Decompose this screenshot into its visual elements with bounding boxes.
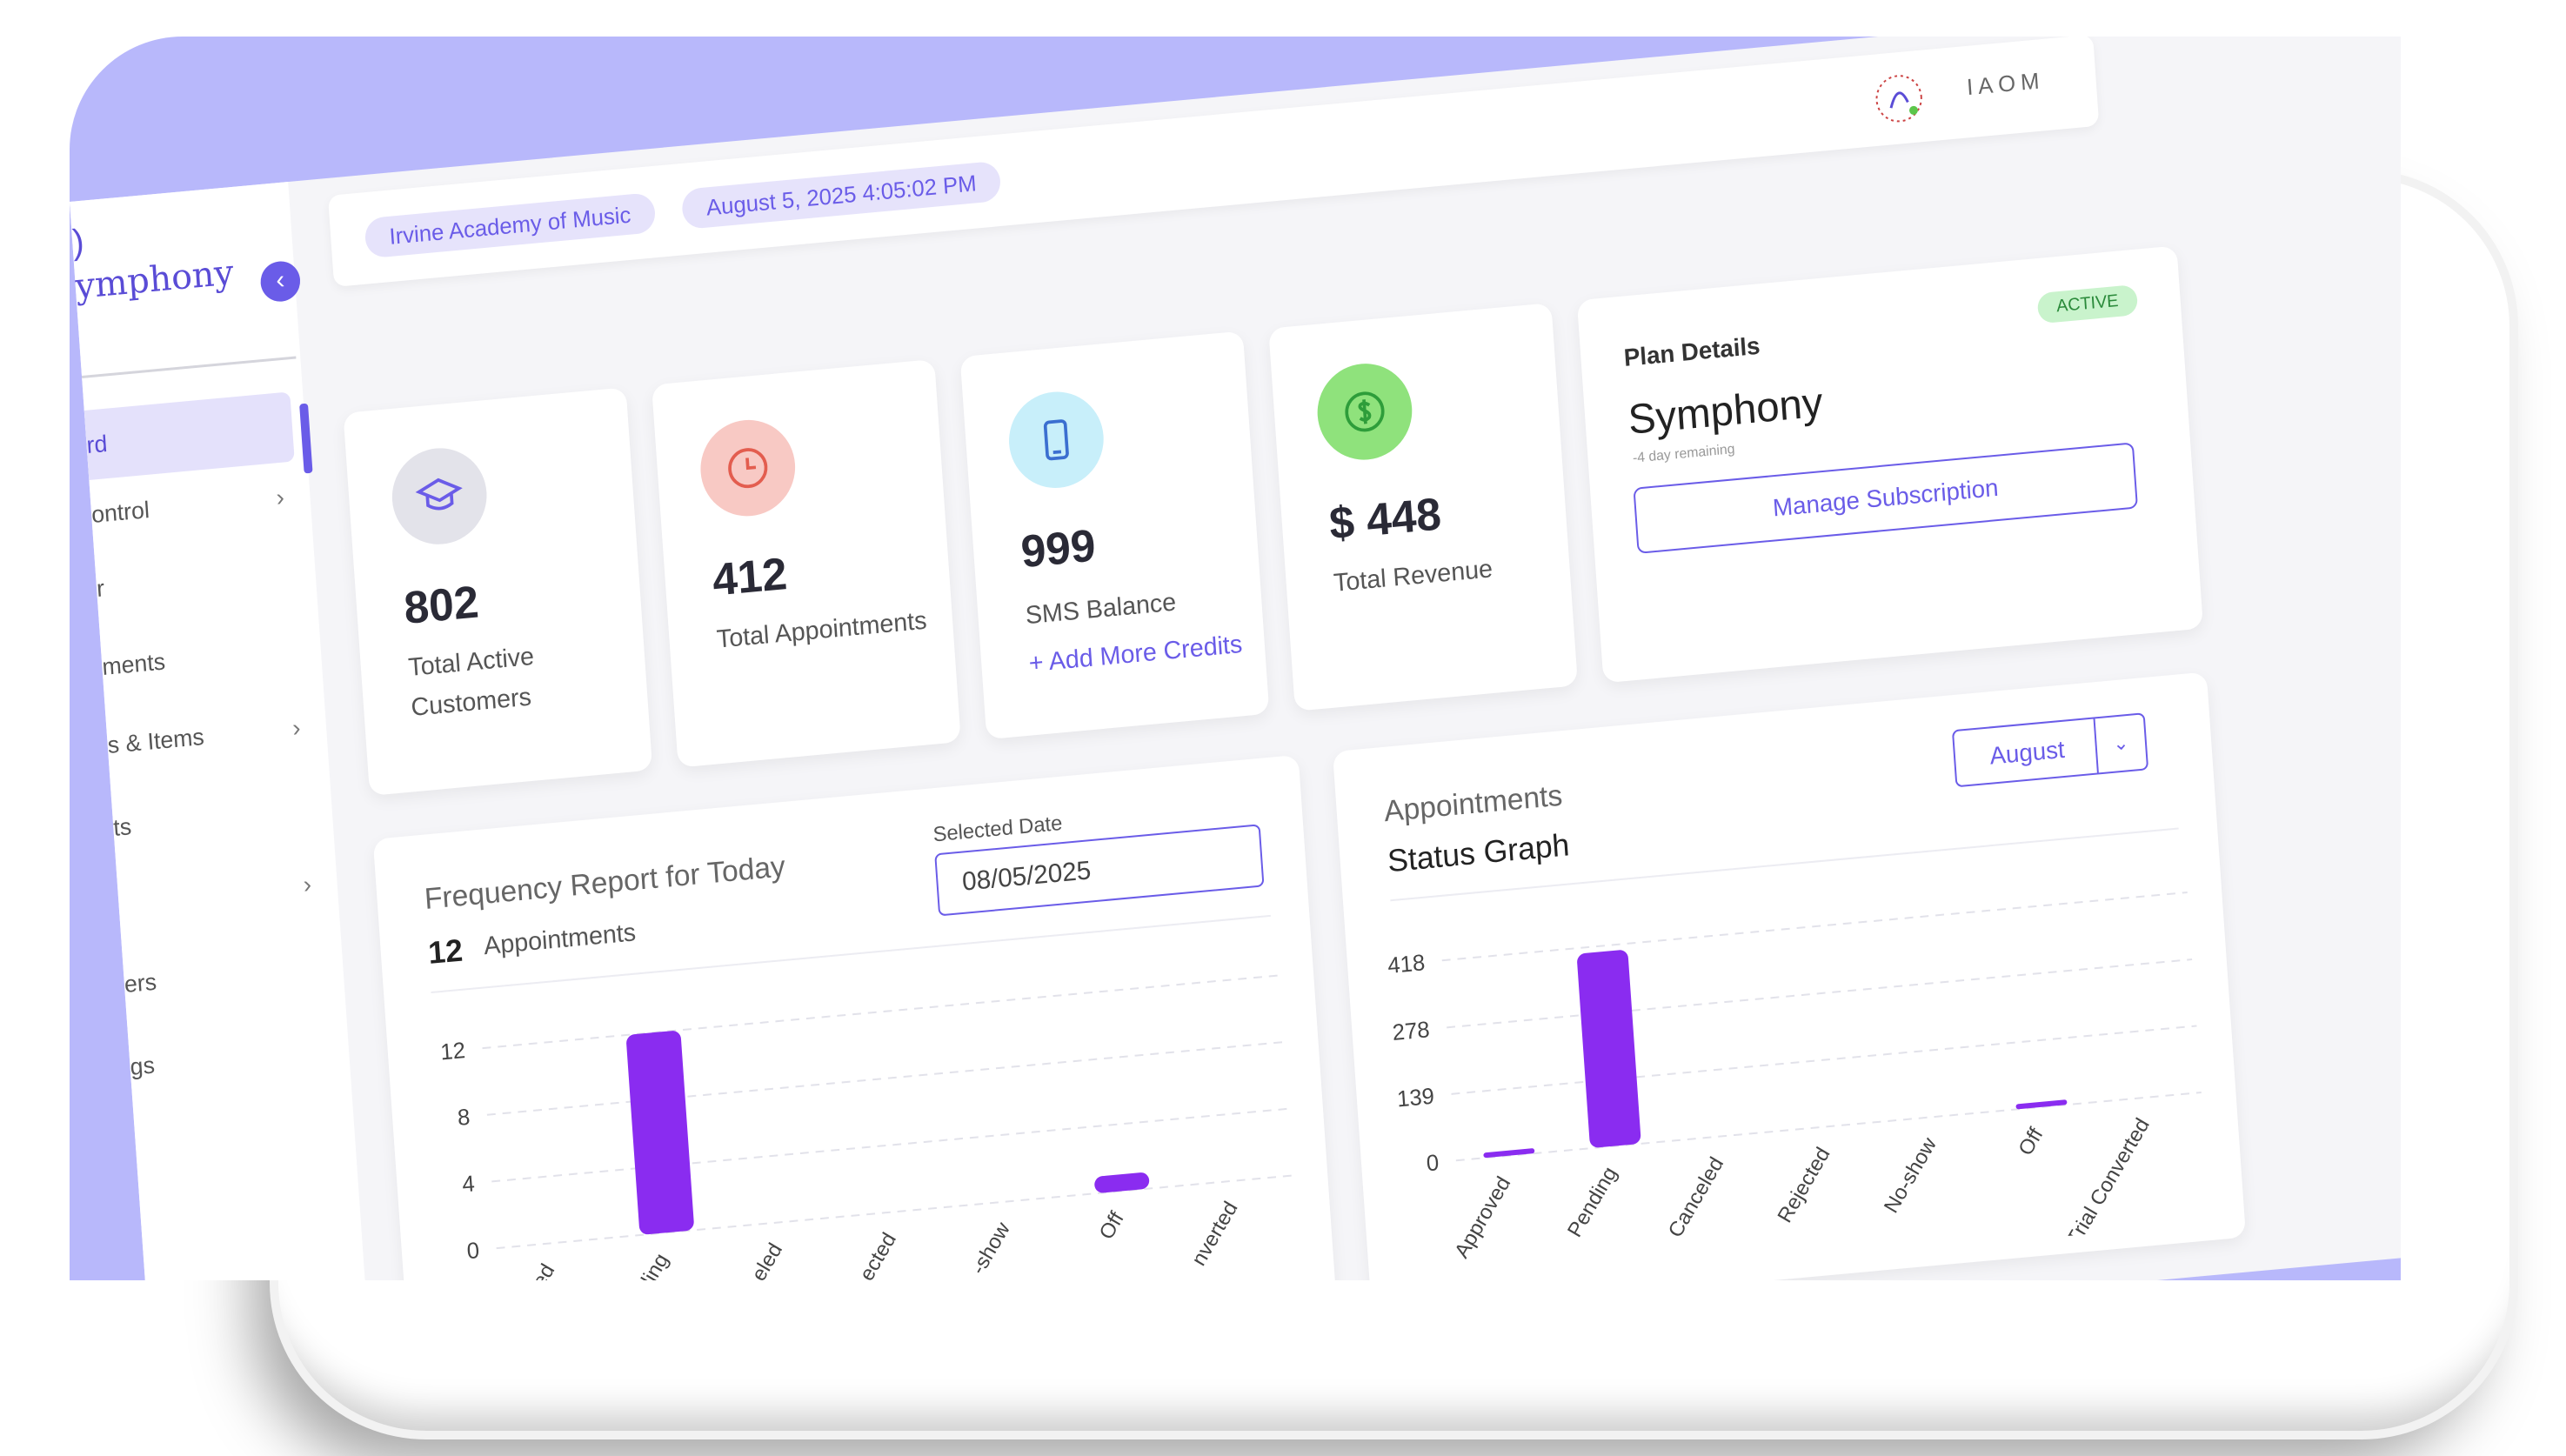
chevron-right-icon: › — [302, 870, 313, 898]
y-tick-label: 4 — [461, 1172, 475, 1197]
sidebar-item-7[interactable]: ers — [122, 931, 332, 1019]
frequency-report-card: Frequency Report for Today 12 Appointmen… — [372, 754, 1339, 1280]
status-graph-subtitle: Status Graph — [1386, 826, 1571, 879]
appointments-title: Appointments — [1382, 778, 1564, 829]
gridline — [1441, 892, 2188, 962]
status-chart: 0 139 278 418 Approved Pending Canceled Rejecte… — [1387, 892, 2202, 1262]
chart-bar[interactable] — [625, 1030, 694, 1235]
appointment-count-label: Appointments — [483, 918, 638, 961]
academy-logo-icon — [1875, 75, 1922, 123]
logo-text: IAOM — [1966, 67, 2046, 101]
sidebar-item-2[interactable]: r — [94, 535, 304, 624]
y-tick-label: 0 — [466, 1239, 480, 1264]
brand-mark: ) — [70, 222, 85, 262]
y-tick-label: 8 — [457, 1105, 471, 1130]
chevron-right-icon: › — [275, 483, 285, 511]
gridline — [1455, 1092, 2202, 1162]
x-tick-label: ected — [855, 1229, 901, 1280]
clock-icon — [697, 416, 799, 521]
y-tick-label: 139 — [1396, 1085, 1435, 1112]
plan-title: Plan Details — [1622, 331, 1761, 371]
phone-icon — [1006, 387, 1107, 492]
stat-card-appointments: 412 Total Appointments — [652, 358, 961, 768]
x-tick-label: Off — [1095, 1207, 1129, 1243]
x-tick-label: Trial Converted — [2062, 1114, 2155, 1250]
x-tick-label: Off — [2014, 1124, 2048, 1159]
chart-bar[interactable] — [1483, 1148, 1535, 1159]
x-tick-label: No-show — [1880, 1133, 1941, 1218]
selected-date-label: Selected Date — [932, 811, 1064, 847]
sidebar-item-label: s & Items — [106, 723, 205, 758]
top-bar: Irvine Academy of Music August 5, 2025 4… — [327, 37, 2100, 287]
frequency-title: Frequency Report for Today — [423, 850, 786, 917]
gridline — [486, 1041, 1285, 1116]
sidebar-item-4[interactable]: s & Items › — [105, 691, 316, 780]
x-tick-label: nverted — [1187, 1198, 1243, 1270]
sidebar-item-label: ontrol — [90, 496, 150, 528]
chart-bar[interactable] — [1576, 949, 1641, 1148]
sidebar-item-label: rd — [85, 430, 109, 458]
main-content: Irvine Academy of Music August 5, 2025 4… — [292, 37, 2401, 1280]
frequency-chart: 0 4 8 12 ed ding eled ected -show Off nverted — [439, 974, 1293, 1280]
brand-name: ymphony — [74, 252, 236, 307]
month-select[interactable]: August ⌄ — [1951, 712, 2149, 788]
school-chip[interactable]: Irvine Academy of Music — [364, 191, 657, 259]
x-tick-label: Pending — [1563, 1163, 1622, 1241]
month-select-value: August — [1988, 735, 2066, 770]
collapse-sidebar-button[interactable]: ‹ — [259, 259, 302, 304]
dashboard-app: ) ymphony ‹ rd ontrol › r ments s & Items › ts ›… — [70, 37, 2401, 1280]
chevron-right-icon: › — [291, 713, 302, 742]
sidebar-item-3[interactable]: ments — [100, 613, 311, 702]
gridline — [491, 1107, 1289, 1183]
sidebar-item-label: gs — [129, 1052, 156, 1080]
gridline — [1451, 1025, 2197, 1095]
stat-card-revenue: $ 448 Total Revenue — [1268, 303, 1579, 711]
gridline — [496, 1174, 1293, 1250]
sidebar-item-8[interactable]: gs — [128, 1013, 338, 1102]
plan-remaining: -4 day remaining — [1632, 441, 1736, 466]
stat-label: Total Revenue — [1333, 555, 1493, 598]
stat-label: Total Appointments — [715, 606, 928, 654]
sidebar-item-label: ments — [101, 648, 166, 680]
datetime-chip: August 5, 2025 4:05:02 PM — [680, 160, 1002, 230]
stat-label: Total Active Customers — [407, 642, 536, 723]
x-tick-label: eled — [747, 1239, 787, 1280]
y-tick-label: 12 — [439, 1039, 465, 1065]
y-tick-label: 418 — [1387, 951, 1426, 978]
gridline — [1447, 958, 2193, 1029]
x-tick-label: Canceled — [1664, 1153, 1728, 1242]
plan-name: Symphony — [1627, 379, 1825, 444]
appointment-count: 12 — [426, 932, 464, 972]
x-tick-label: -show — [966, 1218, 1015, 1279]
plan-details-card: Plan Details ACTIVE Symphony -4 day rema… — [1576, 245, 2204, 684]
y-tick-label: 278 — [1392, 1018, 1431, 1045]
sidebar-item-5[interactable]: ts — [111, 774, 322, 863]
chart-bar[interactable] — [1094, 1172, 1150, 1193]
app-scene: ) ymphony ‹ rd ontrol › r ments s & Items › ts ›… — [70, 37, 2401, 1280]
chart-bar[interactable] — [2015, 1099, 2068, 1110]
sidebar-item-label: ts — [112, 813, 133, 841]
sidebar-item-label: r — [96, 575, 106, 602]
stat-card-customers: 802 Total Active Customers — [343, 387, 653, 796]
graduation-cap-icon — [389, 444, 491, 549]
stat-value: 412 — [711, 548, 789, 606]
stat-value: $ 448 — [1327, 489, 1443, 550]
y-tick-label: 0 — [1426, 1151, 1440, 1176]
sidebar-item-6[interactable]: › — [117, 848, 327, 937]
stat-card-sms: 999 SMS Balance + Add More Credits — [959, 331, 1270, 740]
x-tick-label: Rejected — [1774, 1144, 1835, 1227]
gridline — [482, 974, 1280, 1050]
chevron-down-icon[interactable]: ⌄ — [2093, 714, 2148, 773]
x-tick-label: Approved — [1450, 1172, 1515, 1262]
sidebar-item-label: ers — [123, 968, 158, 998]
x-tick-label: ding — [633, 1250, 673, 1280]
status-badge: ACTIVE — [2036, 284, 2139, 324]
status-graph-card: Appointments Status Graph August ⌄ 0 139 2… — [1332, 671, 2247, 1280]
stat-value: 999 — [1019, 520, 1098, 578]
stat-value: 802 — [402, 577, 481, 635]
x-tick-label: ed — [528, 1260, 560, 1280]
sidebar-divider — [82, 356, 297, 378]
dollar-icon — [1313, 359, 1415, 464]
